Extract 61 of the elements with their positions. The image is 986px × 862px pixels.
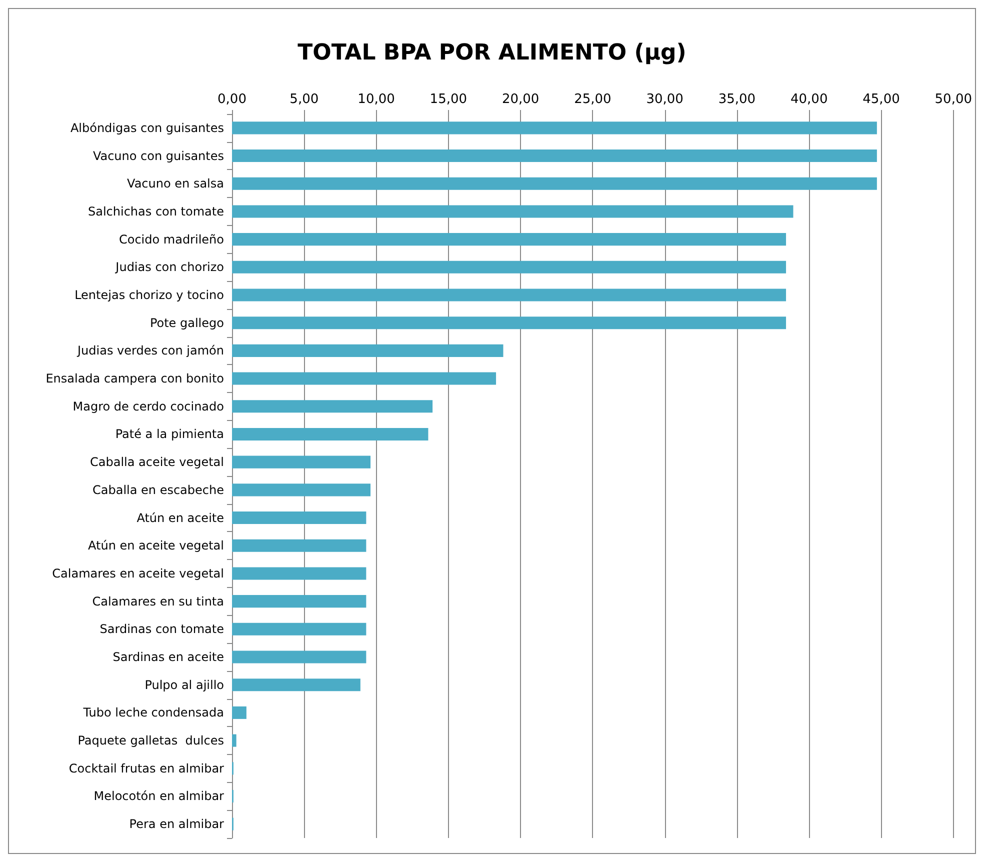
y-tick-label: Magro de cerdo cocinado (72, 399, 224, 414)
bar (232, 512, 366, 524)
y-tick-label: Atún en aceite (136, 510, 224, 525)
y-tick-label: Cocido madrileño (118, 232, 224, 246)
bar (232, 288, 786, 302)
x-tick-label: 15,00 (430, 92, 468, 107)
bar (232, 233, 786, 246)
y-tick-label: Ensalada campera con bonito (46, 372, 224, 386)
x-tick-label: 0,00 (218, 92, 246, 107)
x-tick-label: 40,00 (790, 92, 828, 107)
bar (232, 122, 877, 134)
bar (232, 400, 433, 413)
y-tick-label: Pulpo al ajillo (144, 678, 224, 692)
bar (232, 650, 366, 664)
y-tick-label: Sardinas en aceite (112, 650, 224, 664)
y-tick-label: Judias verdes con jamón (76, 344, 224, 358)
bar (232, 734, 236, 747)
y-tick-label: Pera en almibar (129, 817, 224, 832)
x-tick-label: 35,00 (718, 92, 756, 107)
y-tick-label: Judias con chorizo (114, 260, 224, 274)
bar (232, 150, 877, 162)
bar (232, 260, 786, 274)
bar (232, 678, 360, 692)
y-tick-label: Calamares en su tinta (92, 594, 224, 608)
x-tick-label: 5,00 (290, 92, 319, 107)
y-tick-label: Albóndigas con guisantes (70, 120, 224, 135)
y-tick-label: Caballa en escabeche (92, 482, 224, 497)
y-tick-label: Paquete galletas dulces (78, 734, 224, 748)
bar (232, 539, 366, 552)
x-tick-label: 20,00 (502, 92, 540, 107)
y-tick-label: Melocotón en almibar (94, 789, 224, 804)
bar (232, 372, 496, 385)
y-tick-label: Vacuno en salsa (127, 176, 224, 191)
bar (232, 456, 371, 468)
x-tick-label: 25,00 (574, 92, 612, 107)
bar (232, 484, 371, 496)
y-tick-label: Salchichas con tomate (88, 204, 224, 218)
bar (232, 205, 794, 218)
bar (232, 595, 366, 608)
y-tick-label: Paté a la pimienta (115, 427, 224, 442)
y-tick-label: Lentejas chorizo y tocino (74, 288, 224, 302)
bar (232, 622, 366, 636)
bar (232, 567, 366, 580)
y-tick-label: Atún en aceite vegetal (88, 538, 224, 553)
y-tick-label: Pote gallego (150, 316, 224, 330)
y-tick-label: Calamares en aceite vegetal (52, 566, 224, 580)
x-tick-label: 30,00 (646, 92, 684, 107)
bar (232, 706, 246, 719)
bar (232, 344, 504, 357)
x-tick-label: 10,00 (358, 92, 395, 107)
bar (232, 316, 786, 330)
y-tick-label: Sardinas con tomate (100, 622, 224, 636)
y-tick-label: Tubo leche condensada (82, 706, 224, 720)
x-tick-label: 50,00 (934, 92, 972, 107)
bar (232, 428, 428, 440)
y-tick-label: Caballa aceite vegetal (90, 455, 224, 470)
x-tick-label: 45,00 (862, 92, 900, 107)
y-tick-label: Cocktail frutas en almibar (68, 761, 224, 776)
bar (232, 177, 877, 190)
chart-title: TOTAL BPA POR ALIMENTO (µg) (298, 40, 686, 66)
y-tick-label: Vacuno con guisantes (92, 148, 224, 163)
